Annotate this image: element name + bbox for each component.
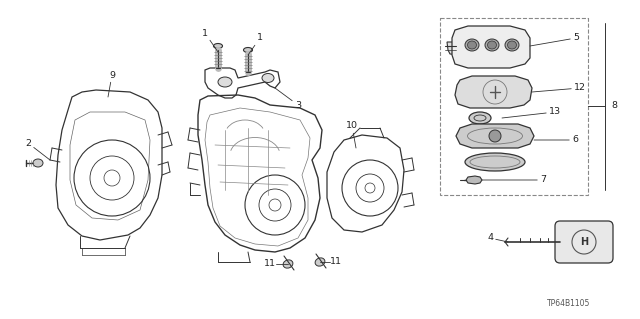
Text: 11: 11 bbox=[264, 259, 276, 269]
Ellipse shape bbox=[505, 39, 519, 51]
Text: 2: 2 bbox=[25, 138, 50, 160]
Polygon shape bbox=[466, 176, 482, 184]
Ellipse shape bbox=[33, 159, 43, 167]
Ellipse shape bbox=[467, 41, 477, 49]
Ellipse shape bbox=[214, 43, 223, 48]
Text: 12: 12 bbox=[532, 84, 586, 93]
Text: 8: 8 bbox=[611, 101, 617, 110]
Text: 1: 1 bbox=[202, 28, 218, 52]
Ellipse shape bbox=[465, 39, 479, 51]
Ellipse shape bbox=[469, 112, 491, 124]
Ellipse shape bbox=[465, 153, 525, 171]
Text: 1: 1 bbox=[248, 33, 263, 55]
Text: 7: 7 bbox=[482, 175, 546, 184]
Text: 13: 13 bbox=[502, 108, 561, 118]
Ellipse shape bbox=[243, 48, 253, 53]
Text: 9: 9 bbox=[108, 70, 115, 97]
Ellipse shape bbox=[218, 77, 232, 87]
Text: 11: 11 bbox=[330, 257, 342, 266]
Ellipse shape bbox=[283, 260, 293, 268]
FancyBboxPatch shape bbox=[555, 221, 613, 263]
Ellipse shape bbox=[488, 41, 497, 49]
Text: 3: 3 bbox=[275, 88, 301, 109]
Text: 5: 5 bbox=[530, 33, 579, 46]
Text: 6: 6 bbox=[534, 136, 578, 145]
Text: 10: 10 bbox=[346, 122, 358, 148]
Ellipse shape bbox=[508, 41, 516, 49]
Ellipse shape bbox=[485, 39, 499, 51]
Polygon shape bbox=[447, 42, 472, 55]
Bar bbox=[440, 18, 588, 195]
Polygon shape bbox=[456, 124, 534, 148]
Ellipse shape bbox=[262, 73, 274, 83]
Text: H: H bbox=[580, 237, 588, 247]
Text: TP64B1105: TP64B1105 bbox=[547, 299, 590, 308]
Circle shape bbox=[489, 130, 501, 142]
Ellipse shape bbox=[315, 258, 325, 266]
Text: 4: 4 bbox=[487, 234, 508, 242]
Polygon shape bbox=[452, 26, 530, 68]
Polygon shape bbox=[455, 76, 532, 108]
